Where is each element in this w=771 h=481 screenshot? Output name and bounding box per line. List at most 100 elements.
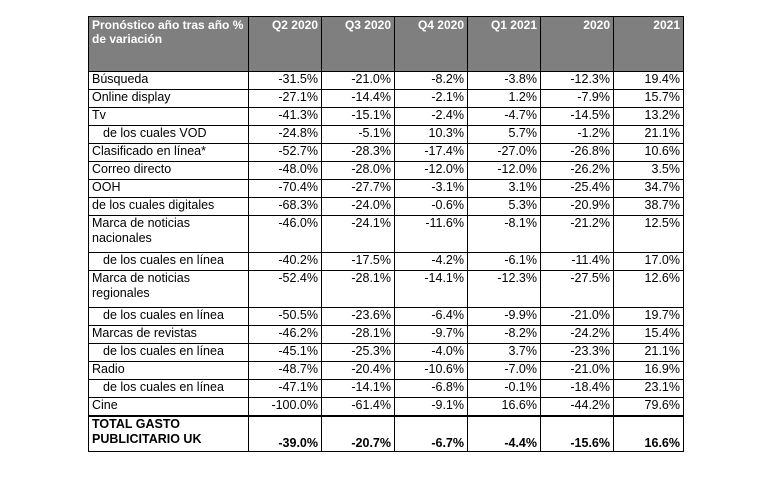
total-label: TOTAL GASTO PUBLICITARIO UK [88,415,249,452]
cell-value: 16.9% [613,361,684,380]
cell-value: -68.3% [248,197,322,216]
cell-value: -9.7% [394,325,468,344]
table-row: de los cuales VOD -24.8% -5.1% 10.3% 5.7… [88,125,684,144]
table-row: de los cuales digitales -68.3% -24.0% -0… [88,197,684,216]
cell-value: -25.4% [540,179,614,198]
cell-value: -8.2% [467,325,541,344]
table-row: OOH -70.4% -27.7% -3.1% 3.1% -25.4% 34.7… [88,179,684,198]
cell-value: 12.5% [613,215,684,253]
cell-value: 5.3% [467,197,541,216]
table-row: Marca de noticias nacionales -46.0% -24.… [88,215,684,253]
cell-value: -14.5% [540,107,614,126]
cell-value: -9.1% [394,397,468,417]
cell-value: -14.4% [321,89,395,108]
cell-value: -8.2% [394,71,468,90]
table-row: Correo directo -48.0% -28.0% -12.0% -12.… [88,161,684,180]
cell-value: 3.5% [613,161,684,180]
cell-value: 19.7% [613,307,684,326]
cell-value: -21.0% [321,71,395,90]
forecast-table: Pronóstico año tras año % de variación Q… [88,16,684,452]
total-value: -20.7% [321,415,395,452]
table-row: Búsqueda -31.5% -21.0% -8.2% -3.8% -12.3… [88,71,684,90]
header-q2-2020: Q2 2020 [248,16,322,72]
row-label: de los cuales en línea [88,343,249,362]
table-row: de los cuales en línea -47.1% -14.1% -6.… [88,379,684,398]
header-q1-2021: Q1 2021 [467,16,541,72]
cell-value: 5.7% [467,125,541,144]
header-row: Pronóstico año tras año % de variación Q… [88,16,684,72]
cell-value: -48.7% [248,361,322,380]
cell-value: -52.7% [248,143,322,162]
cell-value: -23.6% [321,307,395,326]
cell-value: -17.5% [321,252,395,271]
cell-value: -26.2% [540,161,614,180]
table-row: de los cuales en línea -45.1% -25.3% -4.… [88,343,684,362]
cell-value: 13.2% [613,107,684,126]
cell-value: -12.0% [394,161,468,180]
cell-value: -46.2% [248,325,322,344]
cell-value: -45.1% [248,343,322,362]
cell-value: -27.0% [467,143,541,162]
cell-value: -3.8% [467,71,541,90]
cell-value: -9.9% [467,307,541,326]
cell-value: -24.1% [321,215,395,253]
header-q4-2020: Q4 2020 [394,16,468,72]
cell-value: -15.1% [321,107,395,126]
cell-value: 10.3% [394,125,468,144]
table-row: Marca de noticias regionales -52.4% -28.… [88,270,684,308]
row-label: Búsqueda [88,71,249,90]
cell-value: 15.7% [613,89,684,108]
header-2020: 2020 [540,16,614,72]
cell-value: -21.0% [540,307,614,326]
cell-value: -31.5% [248,71,322,90]
cell-value: -46.0% [248,215,322,253]
cell-value: 3.7% [467,343,541,362]
cell-value: -40.2% [248,252,322,271]
row-label: de los cuales digitales [88,197,249,216]
cell-value: 12.6% [613,270,684,308]
cell-value: -11.4% [540,252,614,271]
total-value: 16.6% [613,415,684,452]
cell-value: -6.1% [467,252,541,271]
row-label: Marcas de revistas [88,325,249,344]
cell-value: -0.6% [394,197,468,216]
cell-value: -25.3% [321,343,395,362]
total-row: TOTAL GASTO PUBLICITARIO UK -39.0% -20.7… [88,415,684,452]
cell-value: -24.8% [248,125,322,144]
row-label: de los cuales en línea [88,252,249,271]
table-row: Cine -100.0% -61.4% -9.1% 16.6% -44.2% 7… [88,397,684,417]
cell-value: -27.7% [321,179,395,198]
cell-value: -7.0% [467,361,541,380]
cell-value: 16.6% [467,397,541,417]
total-value: -6.7% [394,415,468,452]
cell-value: -17.4% [394,143,468,162]
cell-value: -100.0% [248,397,322,417]
cell-value: 17.0% [613,252,684,271]
cell-value: -41.3% [248,107,322,126]
cell-value: -27.1% [248,89,322,108]
cell-value: -27.5% [540,270,614,308]
total-value: -15.6% [540,415,614,452]
table-row: Clasificado en línea* -52.7% -28.3% -17.… [88,143,684,162]
cell-value: -28.3% [321,143,395,162]
cell-value: -14.1% [321,379,395,398]
cell-value: -11.6% [394,215,468,253]
cell-value: -4.0% [394,343,468,362]
cell-value: -14.1% [394,270,468,308]
table-row: de los cuales en línea -50.5% -23.6% -6.… [88,307,684,326]
cell-value: -21.0% [540,361,614,380]
row-label: Tv [88,107,249,126]
cell-value: 34.7% [613,179,684,198]
cell-value: -23.3% [540,343,614,362]
cell-value: 38.7% [613,197,684,216]
table-row: Online display -27.1% -14.4% -2.1% 1.2% … [88,89,684,108]
cell-value: -8.1% [467,215,541,253]
cell-value: -52.4% [248,270,322,308]
cell-value: -24.0% [321,197,395,216]
cell-value: -5.1% [321,125,395,144]
cell-value: -20.4% [321,361,395,380]
table-row: de los cuales en línea -40.2% -17.5% -4.… [88,252,684,271]
total-value: -4.4% [467,415,541,452]
cell-value: -48.0% [248,161,322,180]
cell-value: -12.3% [467,270,541,308]
